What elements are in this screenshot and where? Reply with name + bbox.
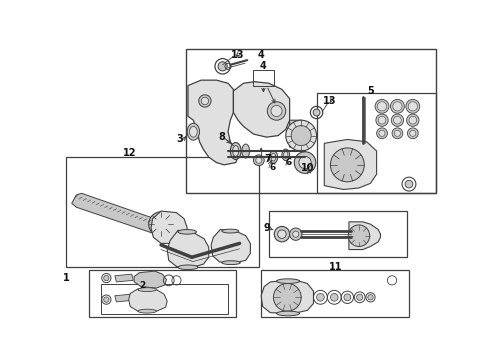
Circle shape: [405, 180, 413, 188]
Circle shape: [406, 99, 420, 113]
Circle shape: [407, 114, 419, 126]
Polygon shape: [129, 289, 167, 311]
Ellipse shape: [138, 309, 156, 313]
Circle shape: [291, 126, 311, 145]
Circle shape: [392, 128, 403, 139]
Ellipse shape: [282, 149, 290, 161]
Circle shape: [368, 294, 373, 300]
Text: 4: 4: [260, 61, 267, 71]
Circle shape: [274, 226, 290, 242]
Circle shape: [375, 99, 389, 113]
Ellipse shape: [222, 229, 239, 233]
Text: 5: 5: [367, 86, 374, 96]
Text: 1: 1: [63, 273, 70, 283]
Circle shape: [377, 102, 387, 111]
Circle shape: [299, 156, 311, 169]
Polygon shape: [324, 139, 377, 189]
Circle shape: [268, 102, 286, 120]
Text: 6: 6: [286, 158, 292, 167]
Text: 6: 6: [270, 163, 276, 172]
Polygon shape: [115, 294, 132, 302]
Circle shape: [408, 102, 417, 111]
Polygon shape: [134, 271, 167, 288]
Text: 11: 11: [329, 261, 343, 271]
Circle shape: [391, 114, 404, 126]
Ellipse shape: [190, 126, 197, 137]
Polygon shape: [72, 193, 159, 233]
Circle shape: [290, 228, 302, 240]
Circle shape: [376, 114, 388, 126]
Polygon shape: [233, 82, 290, 137]
Circle shape: [348, 225, 369, 247]
Circle shape: [253, 155, 264, 166]
Circle shape: [378, 116, 386, 124]
Ellipse shape: [233, 145, 239, 156]
Text: 3: 3: [176, 134, 183, 144]
Ellipse shape: [284, 152, 288, 158]
Circle shape: [271, 105, 282, 117]
Circle shape: [291, 125, 309, 143]
Circle shape: [104, 297, 109, 302]
Polygon shape: [151, 211, 187, 243]
Circle shape: [256, 157, 262, 163]
Polygon shape: [188, 80, 238, 165]
Circle shape: [393, 102, 402, 111]
Circle shape: [286, 120, 317, 151]
Circle shape: [409, 116, 416, 124]
Circle shape: [317, 293, 324, 301]
Polygon shape: [167, 230, 209, 268]
Circle shape: [149, 212, 173, 237]
Circle shape: [177, 240, 187, 249]
Text: 4: 4: [258, 50, 265, 60]
Polygon shape: [211, 230, 250, 264]
Circle shape: [330, 148, 365, 182]
Circle shape: [344, 294, 351, 301]
Circle shape: [201, 97, 209, 105]
Circle shape: [199, 95, 211, 107]
Ellipse shape: [138, 288, 156, 292]
Circle shape: [218, 62, 227, 71]
Text: 12: 12: [122, 148, 136, 158]
Ellipse shape: [178, 265, 198, 270]
Ellipse shape: [187, 123, 199, 140]
Ellipse shape: [271, 153, 276, 161]
Circle shape: [294, 152, 316, 173]
Circle shape: [393, 116, 401, 124]
Polygon shape: [261, 280, 314, 314]
Ellipse shape: [269, 151, 278, 163]
Circle shape: [278, 230, 286, 238]
Ellipse shape: [178, 230, 196, 234]
Circle shape: [104, 275, 109, 281]
Ellipse shape: [276, 279, 300, 283]
Circle shape: [379, 130, 385, 136]
Text: 7: 7: [265, 154, 271, 164]
Circle shape: [408, 128, 418, 139]
Ellipse shape: [222, 261, 240, 265]
Ellipse shape: [230, 143, 241, 159]
Text: 8: 8: [219, 132, 225, 142]
Polygon shape: [349, 222, 381, 249]
Circle shape: [293, 231, 299, 237]
Ellipse shape: [242, 144, 249, 158]
Circle shape: [394, 130, 400, 136]
Ellipse shape: [276, 311, 300, 316]
Text: 10: 10: [301, 163, 315, 173]
Text: 9: 9: [263, 223, 270, 233]
Text: 2: 2: [140, 281, 146, 290]
Circle shape: [377, 128, 388, 139]
Circle shape: [313, 109, 320, 116]
Text: 13: 13: [231, 50, 245, 60]
Circle shape: [391, 99, 404, 113]
Circle shape: [357, 294, 363, 300]
Circle shape: [273, 283, 301, 311]
Circle shape: [179, 243, 184, 247]
Polygon shape: [290, 120, 309, 147]
Polygon shape: [115, 274, 133, 282]
Circle shape: [330, 293, 338, 301]
Circle shape: [410, 130, 416, 136]
Text: 13: 13: [323, 96, 337, 106]
